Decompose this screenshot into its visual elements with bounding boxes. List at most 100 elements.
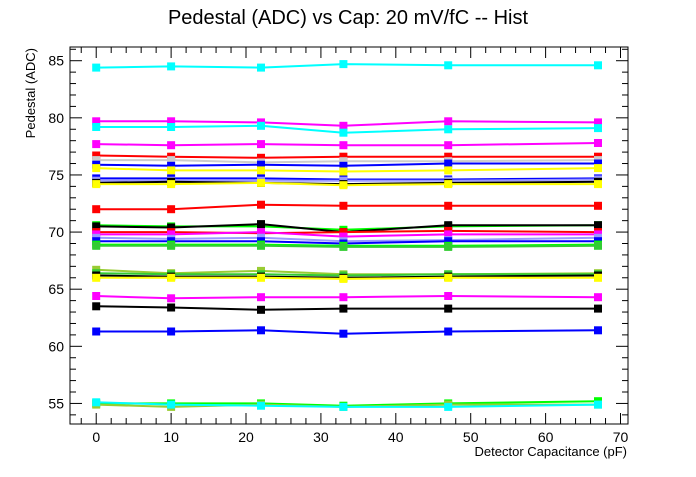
data-point [92, 63, 101, 72]
data-point [167, 400, 176, 409]
data-point [167, 273, 176, 282]
data-point [92, 327, 101, 336]
data-point [444, 273, 453, 282]
data-point [339, 329, 348, 338]
data-point [257, 326, 265, 335]
series-line [96, 272, 598, 277]
series-26 [92, 292, 602, 303]
series-line [96, 181, 598, 187]
series-line [96, 203, 598, 211]
series-line [96, 167, 599, 173]
series-12 [92, 178, 602, 190]
data-point [444, 242, 453, 251]
data-point [167, 166, 176, 175]
data-point [257, 200, 265, 209]
data-point [594, 293, 602, 302]
chart-title: Pedestal (ADC) vs Cap: 20 mV/fC -- Hist [168, 7, 529, 29]
data-point [339, 232, 348, 241]
series-line [96, 243, 599, 247]
data-point [92, 222, 101, 231]
data-point [167, 294, 176, 303]
data-point [167, 123, 176, 131]
series-line [96, 305, 598, 311]
series-4 [92, 139, 602, 150]
data-point [339, 274, 348, 283]
data-point [594, 159, 602, 168]
data-point [167, 62, 176, 71]
data-point [339, 141, 348, 150]
x-tick-label: 30 [313, 429, 329, 445]
y-tick-label: 85 [48, 53, 64, 69]
data-point [594, 139, 602, 147]
series-group [92, 60, 602, 411]
data-point [444, 117, 453, 126]
data-point [594, 241, 602, 250]
data-point [339, 304, 348, 313]
data-point [339, 157, 348, 166]
data-point [167, 223, 176, 232]
series-line [96, 229, 599, 235]
y-tick-label: 70 [48, 224, 64, 240]
data-point [257, 153, 265, 162]
data-point [257, 273, 265, 282]
axes-group: 0 10 20 30 40 50 60 70 55 60 65 70 75 80 85 [48, 47, 629, 445]
data-point [167, 156, 176, 165]
data-point [257, 140, 265, 149]
series-line [96, 159, 599, 164]
data-point [339, 181, 348, 190]
data-point [444, 61, 453, 70]
data-point [92, 180, 101, 189]
y-tick-label: 65 [48, 281, 64, 297]
data-point [257, 121, 265, 130]
y-tick-label: 55 [48, 395, 64, 411]
data-point [257, 293, 265, 302]
y-axis-label: Pedestal (ADC) [23, 48, 38, 138]
data-point [92, 117, 101, 126]
data-point [257, 401, 265, 410]
data-point [257, 166, 265, 175]
data-point [167, 205, 176, 214]
y-tick-label: 60 [48, 338, 64, 354]
series-line [96, 154, 598, 159]
data-point [339, 201, 348, 210]
data-point [444, 159, 453, 168]
data-point [339, 128, 348, 137]
data-point [92, 151, 101, 160]
series-line [96, 294, 599, 300]
data-point [594, 124, 602, 133]
x-tick-label: 40 [388, 429, 404, 445]
series-line [96, 329, 599, 335]
data-point [257, 305, 265, 314]
series-line [96, 162, 598, 167]
data-point [167, 241, 176, 250]
x-tick-label: 10 [163, 429, 179, 445]
data-point [444, 166, 453, 175]
series-line [96, 231, 598, 238]
data-point [339, 293, 348, 302]
x-axis-label: Detector Capacitance (pF) [475, 444, 627, 459]
data-point [92, 156, 101, 165]
data-point [594, 201, 602, 210]
series-line [96, 244, 599, 248]
data-point [444, 152, 453, 161]
data-point [444, 292, 453, 300]
x-tick-label: 50 [463, 429, 479, 445]
series-line [96, 120, 599, 127]
data-point [92, 302, 101, 311]
data-point [257, 160, 265, 169]
data-point [444, 141, 453, 150]
y-tick-label: 80 [48, 110, 64, 126]
series-21 [92, 241, 602, 251]
data-point [257, 63, 265, 72]
data-point [92, 273, 101, 282]
data-point [257, 178, 265, 187]
data-point [444, 201, 453, 210]
x-tick-label: 60 [538, 429, 554, 445]
data-point [594, 180, 602, 189]
data-point [594, 61, 602, 70]
data-point [444, 221, 453, 230]
data-point [339, 242, 348, 251]
data-point [92, 140, 101, 149]
